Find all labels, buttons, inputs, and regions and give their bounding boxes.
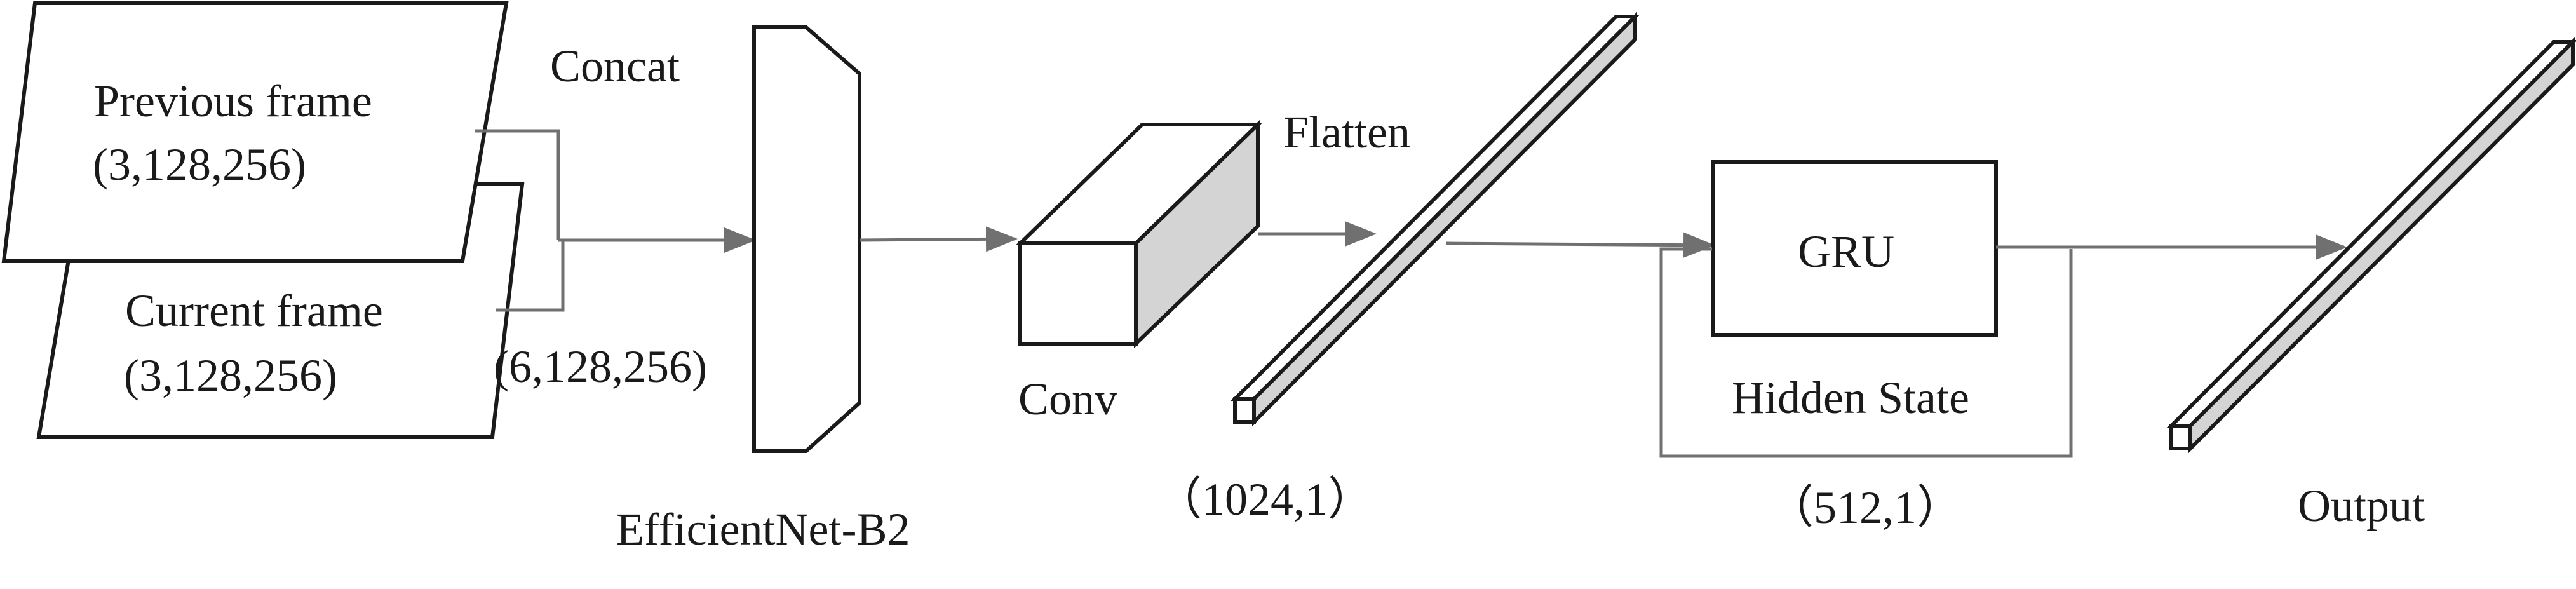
concat-connector-top: [475, 129, 560, 240]
conv-label: Conv: [1018, 374, 1117, 424]
previous-frame-label: Previous frame: [94, 76, 372, 126]
hidden-state-label: Hidden State: [1732, 372, 1969, 423]
efficientnet-label: EfficientNet-B2: [616, 504, 910, 555]
previous-frame-shape: (3,128,256): [93, 139, 306, 190]
previous-frame-box: [1, 1, 509, 263]
concat-connector-bottom: [496, 240, 565, 312]
gru-shape: （512,1）: [1768, 482, 1962, 533]
flatten-bar-top: [1230, 15, 1640, 401]
output-bar-front: [2169, 424, 2192, 450]
efficientnet-to-conv-arrow: [859, 226, 1018, 252]
output-label: Output: [2298, 480, 2425, 531]
conv-block-front: [1018, 241, 1138, 346]
flatten-bar-side: [1252, 11, 1637, 427]
current-frame-shape: (3,128,256): [124, 350, 337, 401]
concat-shape: (6,128,256): [494, 341, 707, 392]
concat-label: Concat: [550, 41, 680, 91]
output-bar-side: [2188, 37, 2575, 454]
flatten-label: Flatten: [1283, 107, 1410, 158]
hidden-state-loop: [1659, 247, 2073, 458]
gru-label: GRU: [1798, 226, 1894, 277]
flatten-to-gru-arrow: [1446, 232, 1715, 258]
current-frame-label: Current frame: [125, 285, 383, 336]
flatten-shape: （1024,1）: [1156, 474, 1373, 525]
flatten-bar-front: [1233, 397, 1256, 424]
output-bar-top: [2166, 40, 2576, 428]
efficientnet-block: [752, 25, 861, 453]
gru-block: [1711, 160, 1998, 337]
